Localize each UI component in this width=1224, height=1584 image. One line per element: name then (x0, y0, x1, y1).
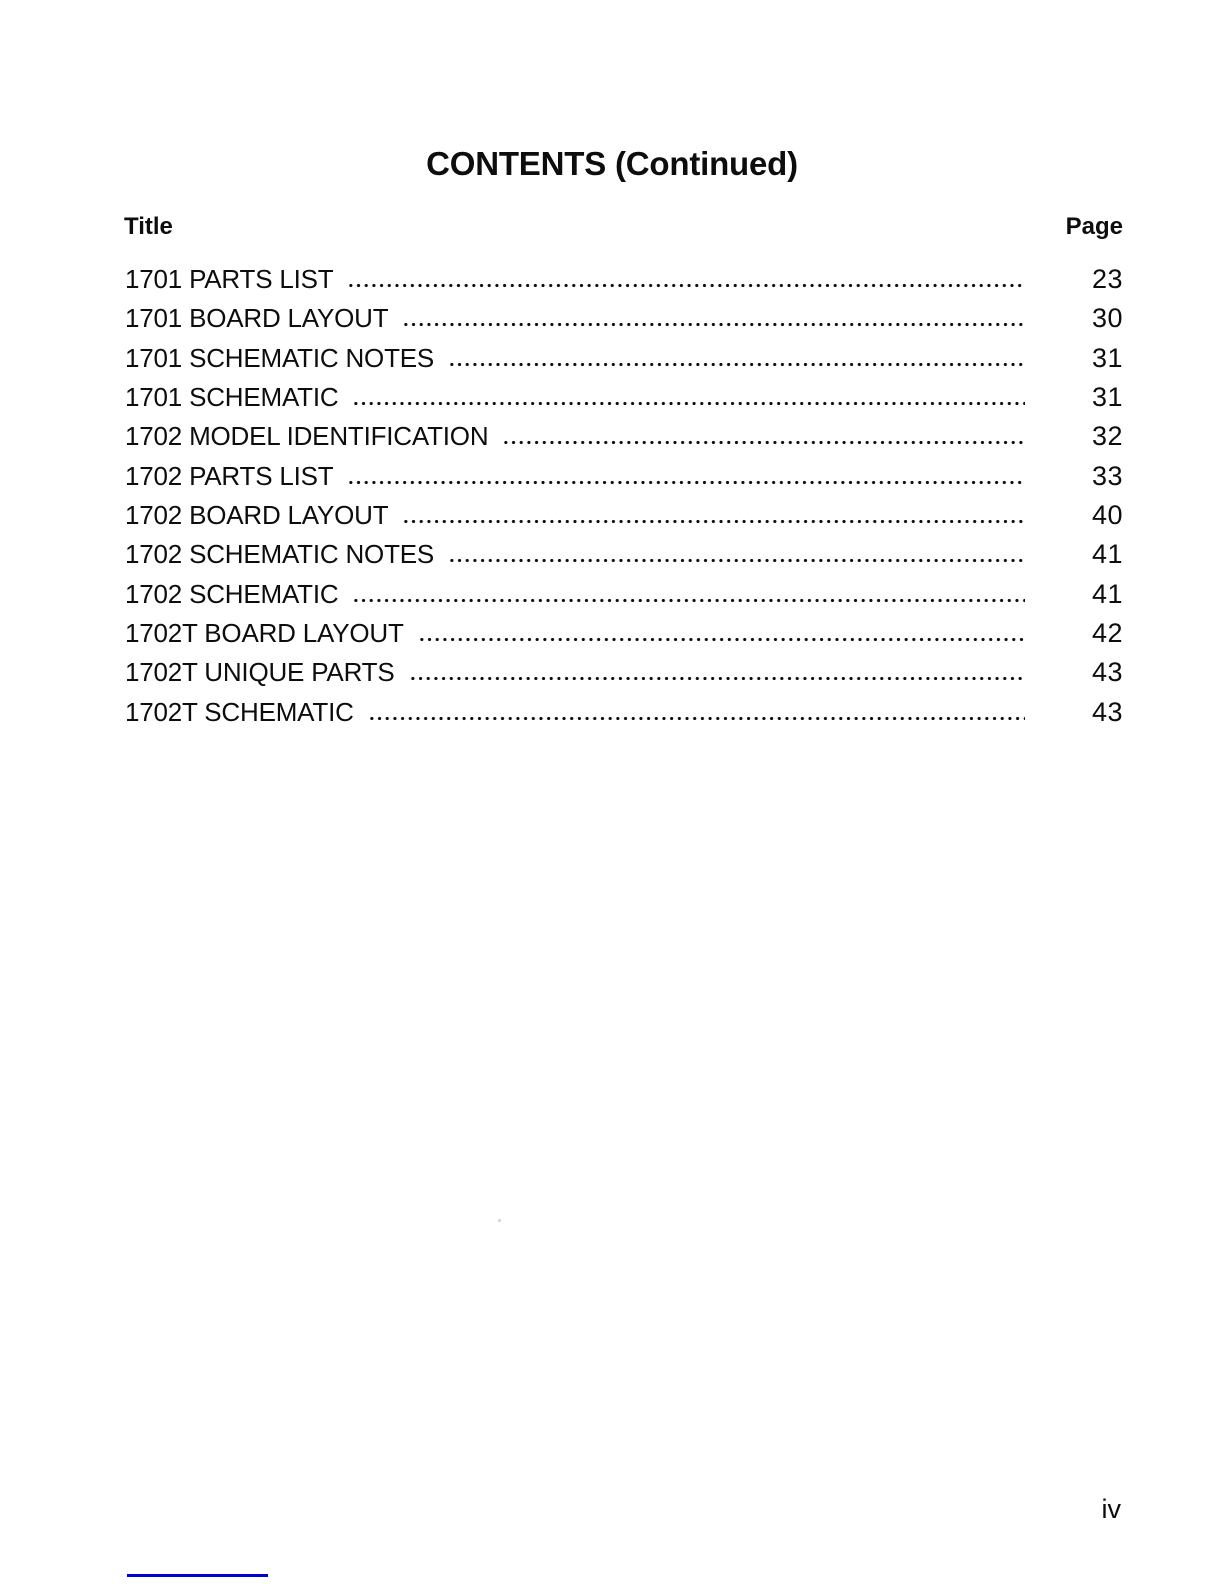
dot-leader (408, 676, 1025, 682)
footer-page-number: iv (1101, 1494, 1122, 1524)
toc-row: 1701 BOARD LAYOUT 30 (125, 299, 1123, 338)
dot-leader (352, 401, 1025, 407)
toc-entry-page: 43 (1091, 696, 1123, 727)
dot-leader (417, 637, 1025, 643)
toc-entry-page: 31 (1091, 382, 1123, 413)
toc-entry-page: 43 (1091, 657, 1123, 688)
toc-entry-page: 41 (1091, 578, 1123, 609)
toc-row: 1702 SCHEMATIC 41 (125, 575, 1123, 614)
toc-entry-title: 1701 SCHEMATIC (125, 382, 339, 413)
dot-leader (402, 322, 1025, 328)
toc-entry-page: 23 (1091, 264, 1123, 294)
dot-leader (448, 361, 1025, 367)
column-header-page: Page (1065, 213, 1123, 240)
toc-entry-title: 1702 PARTS LIST (125, 460, 334, 491)
toc-entry-title: 1701 SCHEMATIC NOTES (125, 342, 435, 373)
page-title: CONTENTS (Continued) (426, 145, 798, 182)
toc-entry-title: 1701 BOARD LAYOUT (125, 303, 389, 334)
toc-entry-title: 1702 SCHEMATIC (125, 578, 339, 609)
toc-entry-title: 1702T SCHEMATIC (125, 696, 354, 727)
scan-speck (498, 1219, 501, 1222)
toc-row: 1701 SCHEMATIC NOTES 31 (125, 339, 1123, 378)
toc-entry-title: 1701 PARTS LIST (125, 264, 334, 294)
toc-entry-page: 30 (1091, 303, 1123, 334)
dot-leader (367, 715, 1025, 721)
toc-entry-title: 1702 BOARD LAYOUT (125, 500, 389, 531)
dot-leader (352, 597, 1025, 603)
column-headers: Title Page (124, 215, 1123, 239)
toc-row: 1702T SCHEMATIC 43 (125, 693, 1123, 732)
dot-leader (347, 479, 1025, 485)
toc-row: 1702 MODEL IDENTIFICATION 32 (125, 417, 1123, 456)
toc-row: 1702T BOARD LAYOUT 42 (125, 614, 1123, 653)
table-of-contents: 1701 PARTS LIST 23 1701 BOARD LAYOUT 30 … (125, 260, 1123, 732)
column-header-title: Title (124, 213, 173, 240)
toc-row: 1701 SCHEMATIC 31 (125, 378, 1123, 417)
toc-entry-page: 41 (1091, 539, 1123, 570)
dot-leader (402, 519, 1025, 525)
toc-entry-page: 40 (1091, 500, 1123, 531)
toc-row: 1702 PARTS LIST 33 (125, 457, 1123, 496)
bottom-blue-rule (127, 1574, 268, 1577)
toc-entry-page: 42 (1091, 618, 1123, 649)
toc-entry-title: 1702T BOARD LAYOUT (125, 618, 404, 649)
dot-leader (347, 283, 1025, 288)
toc-row: 1702T UNIQUE PARTS 43 (125, 653, 1123, 692)
toc-entry-page: 32 (1091, 421, 1123, 452)
toc-entry-title: 1702 MODEL IDENTIFICATION (125, 421, 489, 452)
toc-row: 1702 BOARD LAYOUT 40 (125, 496, 1123, 535)
toc-row: 1701 PARTS LIST 23 (125, 260, 1123, 299)
toc-entry-title: 1702 SCHEMATIC NOTES (125, 539, 435, 570)
toc-entry-title: 1702T UNIQUE PARTS (125, 657, 395, 688)
dot-leader (448, 558, 1025, 564)
toc-entry-page: 31 (1091, 342, 1123, 373)
toc-entry-page: 33 (1091, 460, 1123, 491)
dot-leader (502, 440, 1025, 446)
toc-row: 1702 SCHEMATIC NOTES 41 (125, 535, 1123, 574)
